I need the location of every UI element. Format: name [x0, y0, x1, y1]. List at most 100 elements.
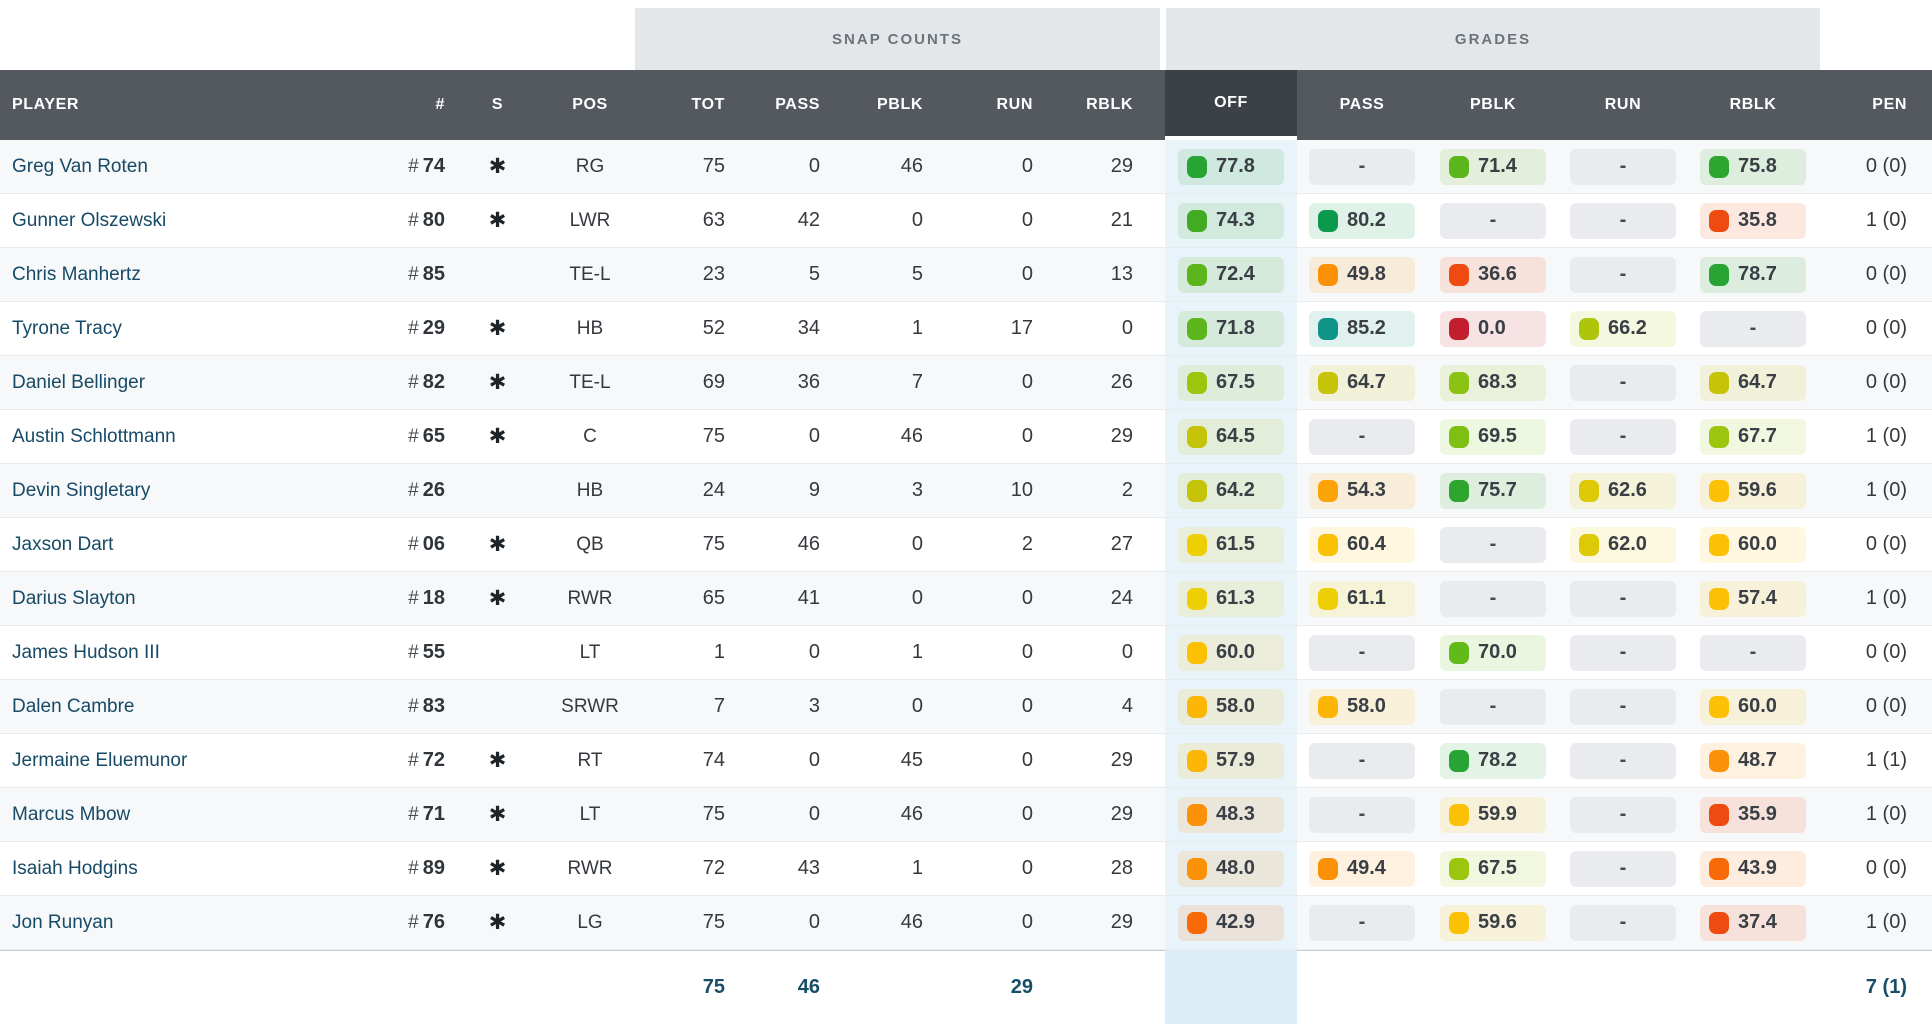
jersey-number: 80: [422, 209, 445, 231]
player-cell: Dalen Cambre: [0, 680, 375, 733]
grade-pill: 49.8: [1309, 256, 1415, 293]
grade-value: -: [1619, 641, 1627, 663]
column-header-grade-run[interactable]: RUN: [1604, 96, 1642, 113]
grade-offense-cell: 64.2: [1165, 464, 1297, 517]
grade-passblock-cell: 68.3: [1427, 356, 1559, 409]
jersey-number: 71: [422, 803, 445, 825]
jersey-number-cell: #76: [375, 896, 455, 949]
player-link[interactable]: Austin Schlottmann: [12, 425, 176, 447]
column-header-snaps-runblock[interactable]: RBLK: [1086, 96, 1133, 113]
grade-color-swatch-icon: [1709, 857, 1729, 880]
grade-pass-cell: 80.2: [1297, 194, 1427, 247]
column-header-grade-offense-active[interactable]: OFF: [1165, 70, 1297, 140]
position-cell: QB: [576, 533, 604, 555]
grade-pill: 77.8: [1178, 148, 1284, 185]
player-link[interactable]: Dalen Cambre: [12, 695, 135, 717]
player-link[interactable]: Chris Manhertz: [12, 263, 141, 285]
player-link[interactable]: James Hudson III: [12, 641, 160, 663]
grade-pill: 60.0: [1178, 634, 1284, 671]
grade-offense-cell: 61.3: [1165, 572, 1297, 625]
snaps-run-cell: 0: [1021, 371, 1033, 393]
grade-passblock-cell: -: [1427, 572, 1559, 625]
position-cell: LG: [577, 911, 603, 933]
position-cell: LWR: [569, 209, 611, 231]
grade-pill-empty: -: [1570, 580, 1676, 617]
grade-offense-cell: 72.4: [1165, 248, 1297, 301]
snaps-runblock-cell: 26: [1110, 371, 1133, 393]
grade-color-swatch-icon: [1187, 155, 1207, 178]
grade-color-swatch-icon: [1187, 317, 1207, 340]
table-footer-row: 75 46 29 7 (1): [0, 950, 1932, 1024]
grade-offense-cell: 61.5: [1165, 518, 1297, 571]
grade-run-cell: -: [1559, 896, 1687, 949]
player-link[interactable]: Jaxson Dart: [12, 533, 114, 555]
player-link[interactable]: Isaiah Hodgins: [12, 857, 138, 879]
player-link[interactable]: Darius Slayton: [12, 587, 136, 609]
penalties-cell: 1 (1): [1865, 749, 1907, 771]
grade-pill: 78.2: [1440, 742, 1546, 779]
player-link[interactable]: Greg Van Roten: [12, 155, 148, 177]
row-gap: [1143, 626, 1165, 679]
column-header-grade-runblock[interactable]: RBLK: [1729, 96, 1777, 113]
grade-run-cell: -: [1559, 680, 1687, 733]
column-header-number[interactable]: #: [435, 96, 445, 113]
player-link[interactable]: Jermaine Eluemunor: [12, 749, 188, 771]
table-row: Darius Slayton #18 ✱ RWR 65 41 0 0 24 61.3 61.1 - - 5…: [0, 572, 1932, 626]
grades-group-header: GRADES: [1166, 8, 1820, 70]
snaps-runblock-cell: 4: [1121, 695, 1133, 717]
column-header-snaps-pass[interactable]: PASS: [775, 96, 820, 113]
footer-offense-grade-highlight: [1165, 950, 1297, 1024]
penalties-cell: 0 (0): [1865, 263, 1907, 285]
column-header-grade-pass[interactable]: PASS: [1339, 96, 1385, 113]
snaps-pass-cell: 0: [808, 911, 820, 933]
column-header-player[interactable]: PLAYER: [12, 96, 80, 113]
column-header-snaps-run[interactable]: RUN: [996, 96, 1033, 113]
grade-passblock-cell: 70.0: [1427, 626, 1559, 679]
grade-color-swatch-icon: [1187, 533, 1207, 556]
grade-passblock-cell: 36.6: [1427, 248, 1559, 301]
grade-offense-cell: 48.3: [1165, 788, 1297, 841]
player-cell: Jermaine Eluemunor: [0, 734, 375, 787]
grade-passblock-cell: 59.6: [1427, 896, 1559, 949]
grade-pill: 60.0: [1700, 526, 1806, 563]
player-cell: Greg Van Roten: [0, 140, 375, 193]
jersey-number-cell: #82: [375, 356, 455, 409]
snaps-pass-cell: 43: [797, 857, 820, 879]
player-link[interactable]: Marcus Mbow: [12, 803, 131, 825]
jersey-number-cell: #26: [375, 464, 455, 517]
column-header-penalties[interactable]: PEN: [1872, 96, 1907, 113]
grade-pill-empty: -: [1309, 796, 1415, 833]
column-header-grade-passblock[interactable]: PBLK: [1470, 96, 1516, 113]
player-link[interactable]: Jon Runyan: [12, 911, 114, 933]
table-row: Jon Runyan #76 ✱ LG 75 0 46 0 29 42.9 - 59.6 - 37.4 1 …: [0, 896, 1932, 950]
jersey-number: 06: [422, 533, 445, 555]
column-header-starter[interactable]: S: [491, 96, 504, 113]
snaps-total-cell: 75: [702, 425, 725, 447]
grade-pass-cell: 61.1: [1297, 572, 1427, 625]
snaps-passblock-cell: 46: [900, 425, 923, 447]
column-header-snaps-total[interactable]: TOT: [691, 96, 725, 113]
jersey-number: 85: [422, 263, 445, 285]
player-link[interactable]: Tyrone Tracy: [12, 317, 122, 339]
table-row: James Hudson III #55 LT 1 0 1 0 0 60.0 - 70.0 - - 0 (…: [0, 626, 1932, 680]
grade-value: 36.6: [1478, 263, 1517, 285]
snaps-passblock-cell: 1: [911, 317, 923, 339]
grade-color-swatch-icon: [1449, 263, 1469, 286]
player-link[interactable]: Daniel Bellinger: [12, 371, 146, 393]
table-row: Daniel Bellinger #82 ✱ TE-L 69 36 7 0 26 67.5 64.7…: [0, 356, 1932, 410]
grade-value: 71.8: [1216, 317, 1255, 339]
player-link[interactable]: Devin Singletary: [12, 479, 151, 501]
grade-value: 60.0: [1738, 533, 1777, 555]
player-link[interactable]: Gunner Olszewski: [12, 209, 167, 231]
footer-grade-runblock: [1687, 950, 1819, 1024]
grade-value: 75.7: [1478, 479, 1517, 501]
column-header-snaps-passblock[interactable]: PBLK: [877, 96, 923, 113]
snaps-total-cell: 52: [702, 317, 725, 339]
grade-pass-cell: -: [1297, 734, 1427, 787]
grade-color-swatch-icon: [1449, 749, 1469, 772]
grade-pill-empty: -: [1309, 742, 1415, 779]
column-header-position[interactable]: POS: [572, 96, 608, 113]
grade-pill: 67.5: [1178, 364, 1284, 401]
grade-color-swatch-icon: [1187, 479, 1207, 502]
row-gap: [1143, 356, 1165, 409]
